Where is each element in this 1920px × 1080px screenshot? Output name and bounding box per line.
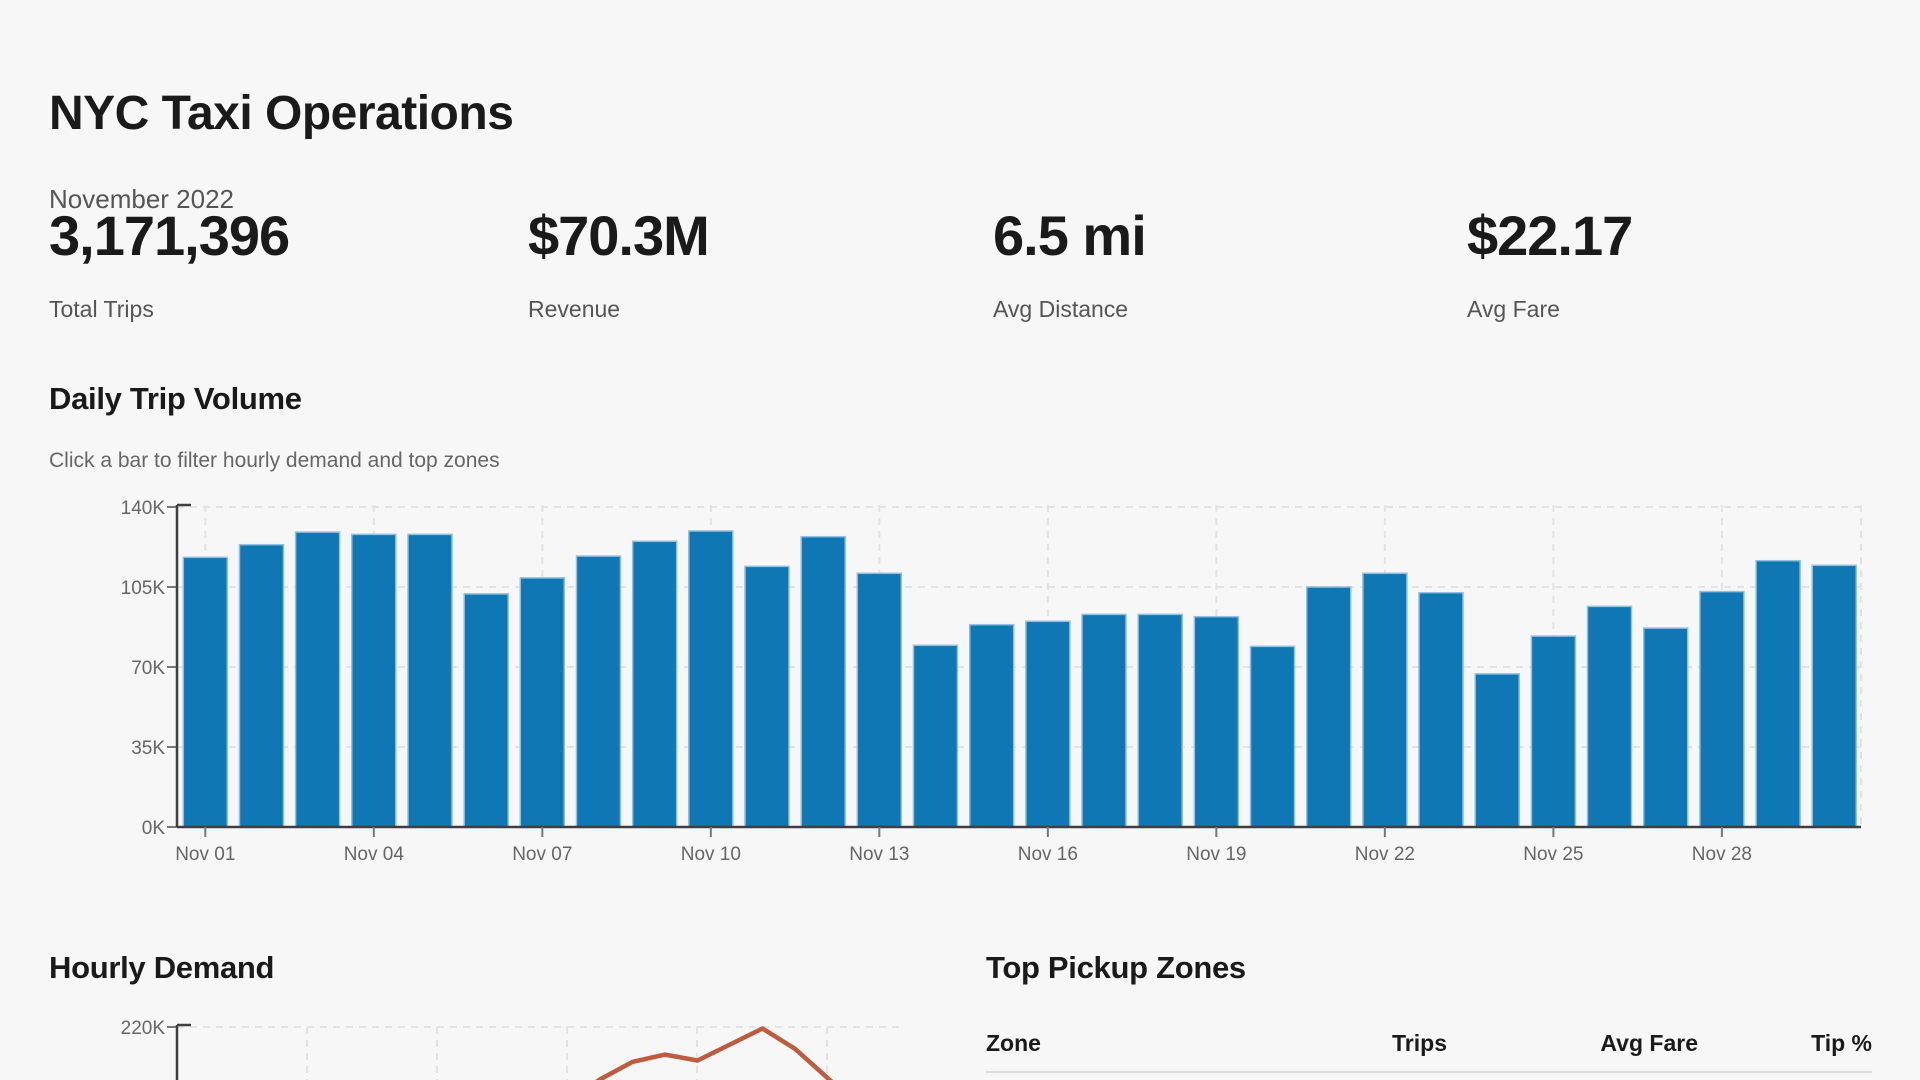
daily-bar-nov-08[interactable] [575,555,622,828]
hourly-demand-chart: 220K [121,1018,900,1080]
daily-bar-nov-15[interactable] [968,623,1015,828]
daily-bar-nov-29[interactable] [1755,559,1801,828]
daily-bar-nov-27[interactable] [1642,627,1689,828]
zones-header-zone: Zone [986,1030,1041,1056]
daily-trip-volume-title: Daily Trip Volume [49,381,302,416]
kpi-value-total-trips: 3,171,396 [49,204,290,267]
page-title: NYC Taxi Operations [49,87,514,140]
daily-bar-nov-17[interactable] [1081,613,1127,828]
daily-bar-nov-04[interactable] [351,533,397,828]
daily-bar-nov-19[interactable] [1193,615,1240,828]
daily-bar-nov-22[interactable] [1362,572,1408,828]
daily-bar-nov-07[interactable] [519,577,566,828]
daily-bar-nov-01[interactable] [182,556,229,828]
daily-bar-nov-09[interactable] [631,540,678,828]
daily-bar-nov-14[interactable] [912,644,959,828]
zones-header-avg-fare: Avg Fare [1600,1030,1698,1056]
daily-bar-nov-23[interactable] [1418,591,1464,828]
daily-bar-nov-28[interactable] [1699,590,1745,828]
daily-chart-hint: Click a bar to filter hourly demand and … [49,449,500,472]
y-tick-label: 0K [142,818,166,839]
y-tick-label-220k: 220K [121,1018,166,1039]
y-tick-label: 70K [131,658,165,679]
daily-bar-nov-05[interactable] [407,533,453,828]
daily-bar-nov-03[interactable] [294,531,341,828]
daily-bar-nov-12[interactable] [800,535,846,828]
x-tick-label: Nov 13 [849,844,909,865]
daily-bar-nov-13[interactable] [856,572,903,828]
x-tick-label: Nov 01 [175,844,235,865]
hourly-demand-title: Hourly Demand [49,950,275,985]
daily-bar-nov-16[interactable] [1025,620,1071,828]
daily-trip-volume-chart: 0K 35K 70K 105K 140K Nov 01 Nov 04 Nov 07 Nov 10… [121,498,1862,865]
x-tick-label: Nov 07 [512,844,572,865]
daily-bar-nov-30[interactable] [1811,564,1857,828]
x-tick-label: Nov 25 [1523,844,1583,865]
daily-bar-nov-25[interactable] [1530,635,1577,828]
zones-header-divider [986,1071,1872,1073]
daily-bar-nov-02[interactable] [238,543,285,828]
kpi-label-avg-distance: Avg Distance [993,296,1129,322]
x-tick-label: Nov 16 [1018,844,1078,865]
y-tick-label: 35K [131,738,165,759]
kpi-value-avg-distance: 6.5 mi [993,204,1147,267]
daily-bar-nov-18[interactable] [1137,613,1183,828]
x-tick-label: Nov 19 [1186,844,1246,865]
daily-bar-nov-06[interactable] [463,593,509,828]
x-tick-label: Nov 10 [681,844,741,865]
page-subtitle: November 2022 [49,184,234,214]
x-tick-label: Nov 04 [344,844,405,865]
daily-bar-nov-11[interactable] [744,565,790,828]
kpi-label-total-trips: Total Trips [49,296,154,322]
kpi-value-avg-fare: $22.17 [1467,204,1633,267]
daily-bar-nov-26[interactable] [1586,605,1633,828]
kpi-label-revenue: Revenue [528,296,621,322]
y-tick-label: 105K [121,578,166,599]
kpi-label-avg-fare: Avg Fare [1467,296,1560,322]
daily-bar-nov-20[interactable] [1249,645,1296,828]
zones-header-trips: Trips [1392,1030,1447,1056]
daily-bar-nov-24[interactable] [1474,673,1520,828]
x-tick-label: Nov 28 [1692,844,1752,865]
kpi-value-revenue: $70.3M [528,204,710,267]
daily-bar-nov-21[interactable] [1305,586,1352,828]
y-tick-label: 140K [121,498,166,519]
top-pickup-zones-title: Top Pickup Zones [986,950,1246,985]
hourly-demand-line [595,1026,834,1080]
x-tick-label: Nov 22 [1355,844,1415,865]
zones-header-tip-pct: Tip % [1811,1030,1872,1056]
daily-bar-nov-10[interactable] [688,530,734,828]
